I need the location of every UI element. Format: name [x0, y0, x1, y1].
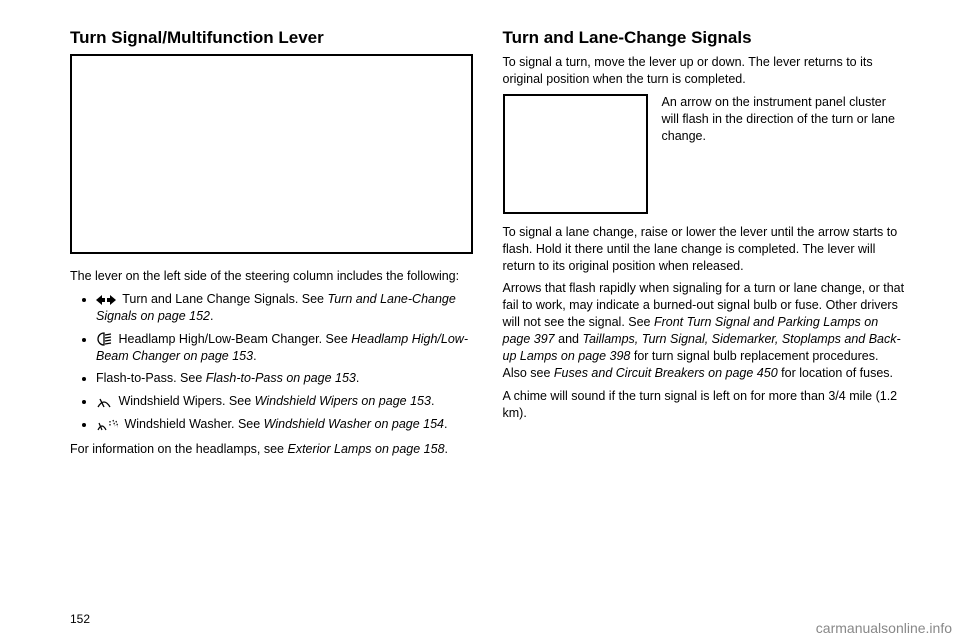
bullet-ref: Flash-to-Pass on page 153: [206, 371, 356, 385]
p3-ref3: Fuses and Circuit Breakers on page 450: [554, 366, 778, 380]
bullet-text: Headlamp High/Low-Beam Changer. See: [118, 332, 351, 346]
footer-post: .: [445, 442, 448, 456]
right-p3: Arrows that flash rapidly when signaling…: [503, 280, 906, 381]
bullet-post: .: [356, 371, 359, 385]
p3-d: for location of fuses.: [778, 366, 893, 380]
bullet-post: .: [444, 417, 447, 431]
image-text-row: An arrow on the instrument panel cluster…: [503, 94, 906, 214]
right-p2: To signal a lane change, raise or lower …: [503, 224, 906, 275]
list-item: Turn and Lane Change Signals. See Turn a…: [96, 291, 473, 325]
left-footer: For information on the headlamps, see Ex…: [70, 441, 473, 458]
bullet-text: Windshield Washer. See: [124, 417, 263, 431]
right-p1: To signal a turn, move the lever up or d…: [503, 54, 906, 88]
function-list: Turn and Lane Change Signals. See Turn a…: [70, 291, 473, 433]
bullet-text: Turn and Lane Change Signals. See: [122, 292, 327, 306]
left-column: Turn Signal/Multifunction Lever The leve…: [70, 28, 473, 464]
bullet-text: Flash-to-Pass. See: [96, 371, 206, 385]
right-heading: Turn and Lane-Change Signals: [503, 28, 906, 48]
bullet-post: .: [253, 349, 256, 363]
list-item: Windshield Washer. See Windshield Washer…: [96, 416, 473, 433]
bullet-post: .: [210, 309, 213, 323]
bullet-post: .: [431, 394, 434, 408]
list-item: Flash-to-Pass. See Flash-to-Pass on page…: [96, 370, 473, 387]
list-item: Windshield Wipers. See Windshield Wipers…: [96, 393, 473, 410]
left-heading: Turn Signal/Multifunction Lever: [70, 28, 473, 48]
bullet-text: Windshield Wipers. See: [118, 394, 254, 408]
left-intro: The lever on the left side of the steeri…: [70, 268, 473, 285]
arrow-cluster-placeholder: [503, 94, 648, 214]
footer-pre: For information on the headlamps, see: [70, 442, 287, 456]
headlamp-icon: [96, 332, 112, 346]
p3-b: and: [555, 332, 583, 346]
washer-icon: [96, 418, 118, 432]
list-item: Headlamp High/Low-Beam Changer. See Head…: [96, 331, 473, 365]
right-column: Turn and Lane-Change Signals To signal a…: [503, 28, 906, 464]
page-number: 152: [70, 612, 90, 626]
turn-signal-icon: [96, 294, 116, 306]
wiper-icon: [96, 395, 112, 409]
lever-illustration-placeholder: [70, 54, 473, 254]
bullet-ref: Windshield Washer on page 154: [264, 417, 444, 431]
footer-ref: Exterior Lamps on page 158: [287, 442, 444, 456]
bullet-ref: Windshield Wipers on page 153: [255, 394, 431, 408]
watermark: carmanualsonline.info: [816, 620, 952, 636]
side-text: An arrow on the instrument panel cluster…: [662, 94, 906, 145]
right-p4: A chime will sound if the turn signal is…: [503, 388, 906, 422]
